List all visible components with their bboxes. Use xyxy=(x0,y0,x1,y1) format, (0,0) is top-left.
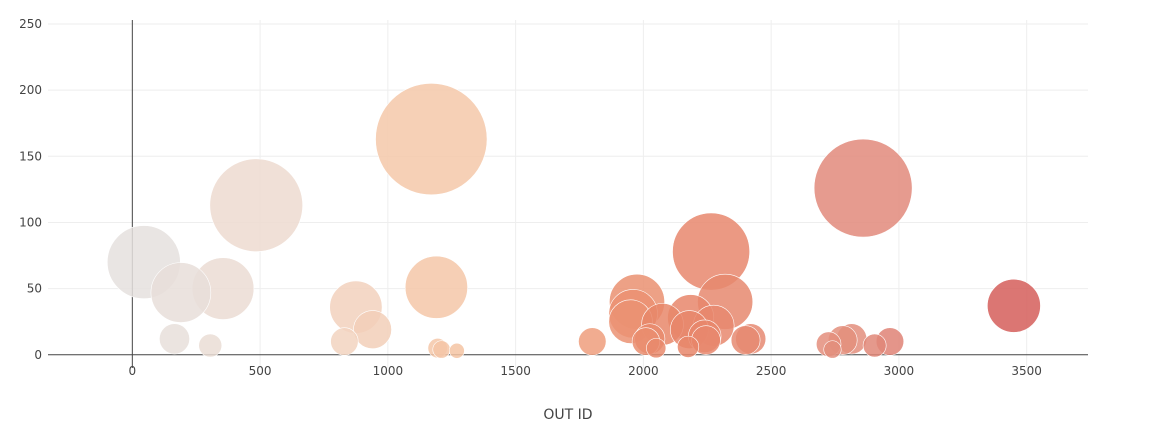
bubble-point[interactable] xyxy=(448,342,465,359)
x-tick-label: 3000 xyxy=(884,364,915,378)
bubble-point[interactable] xyxy=(432,340,451,359)
gridlines xyxy=(48,20,1088,368)
bubble-point[interactable] xyxy=(375,83,488,196)
bubble-point[interactable] xyxy=(730,325,761,355)
bubble-point[interactable] xyxy=(862,333,887,358)
y-tick-labels: 0 50 100 150 200 250 xyxy=(19,17,42,362)
y-tick-label: 100 xyxy=(19,215,42,229)
bubble-point[interactable] xyxy=(813,138,913,238)
x-tick-label: 2000 xyxy=(628,364,659,378)
x-tick-label: 1000 xyxy=(373,364,404,378)
x-tick-labels: 0 500 1000 1500 2000 2500 3000 3500 xyxy=(129,364,1042,378)
bubble-point[interactable] xyxy=(159,323,190,355)
bubble-point[interactable] xyxy=(823,340,842,359)
bubble-point[interactable] xyxy=(987,278,1041,333)
y-tick-label: 200 xyxy=(19,83,42,97)
bubble-point[interactable] xyxy=(578,327,607,356)
axes xyxy=(48,20,1088,368)
bubble-point[interactable] xyxy=(646,338,667,359)
bubble-point[interactable] xyxy=(404,255,468,319)
y-tick-label: 50 xyxy=(27,282,42,296)
y-tick-label: 250 xyxy=(19,17,42,31)
y-tick-label: 0 xyxy=(34,348,42,362)
bubble-point[interactable] xyxy=(198,333,223,358)
x-tick-label: 3500 xyxy=(1011,364,1042,378)
x-tick-label: 500 xyxy=(249,364,272,378)
bubble-point[interactable] xyxy=(677,335,700,358)
bubbles xyxy=(106,83,1041,359)
x-tick-label: 2500 xyxy=(756,364,787,378)
x-tick-label: 0 xyxy=(129,364,137,378)
bubble-point[interactable] xyxy=(209,158,303,252)
x-tick-label: 1500 xyxy=(500,364,531,378)
x-axis-title: OUT ID xyxy=(543,407,592,423)
bubble-point[interactable] xyxy=(150,262,212,323)
bubble-point[interactable] xyxy=(353,310,392,349)
y-tick-label: 150 xyxy=(19,149,42,163)
bubble-point[interactable] xyxy=(330,327,359,356)
